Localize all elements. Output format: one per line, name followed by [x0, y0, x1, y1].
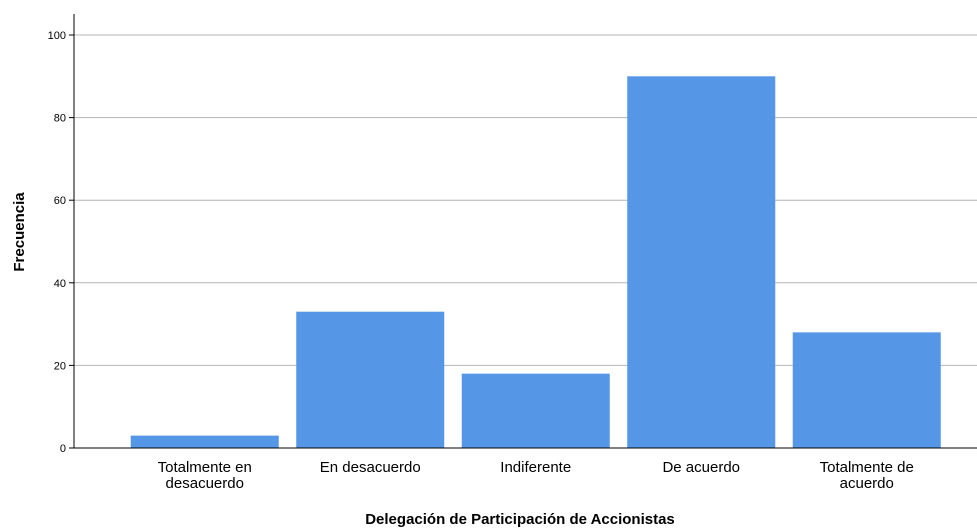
x-axis-title: Delegación de Participación de Accionist… — [365, 511, 675, 528]
axes — [73, 14, 977, 449]
x-category-label-line: En desacuerdo — [320, 459, 421, 476]
y-tick-label: 20 — [54, 360, 66, 372]
x-category-label-line: Totalmente en — [158, 459, 252, 476]
bar — [792, 332, 941, 448]
x-category-label: Indiferente — [500, 459, 571, 476]
x-category-label-line: De acuerdo — [662, 459, 740, 476]
bar — [627, 76, 776, 449]
bar — [461, 373, 610, 448]
x-category-label: Totalmente en desacuerdo — [158, 459, 252, 492]
y-tick-label: 40 — [54, 278, 66, 290]
y-tick-labels: 0 20 40 60 80 100 — [48, 30, 74, 455]
y-tick-label: 100 — [48, 30, 66, 42]
bar — [296, 311, 445, 448]
y-axis-title: Frecuencia — [11, 192, 28, 272]
x-category-label-line: Totalmente de — [820, 459, 914, 476]
gridlines — [74, 34, 977, 366]
bars — [130, 76, 941, 449]
x-category-label-line: acuerdo — [840, 475, 894, 492]
y-tick-label: 80 — [54, 113, 66, 125]
x-category-label-line: Indiferente — [500, 459, 571, 476]
x-category-label-line: desacuerdo — [166, 475, 244, 492]
x-category-label: De acuerdo — [662, 459, 740, 476]
y-tick-label: 0 — [60, 443, 66, 455]
y-tick-label: 60 — [54, 195, 66, 207]
x-category-labels: Totalmente en desacuerdo En desacuerdo Indi… — [158, 459, 914, 492]
x-category-label: Totalmente de acuerdo — [820, 459, 914, 492]
x-category-label: En desacuerdo — [320, 459, 421, 476]
bar — [130, 435, 279, 448]
